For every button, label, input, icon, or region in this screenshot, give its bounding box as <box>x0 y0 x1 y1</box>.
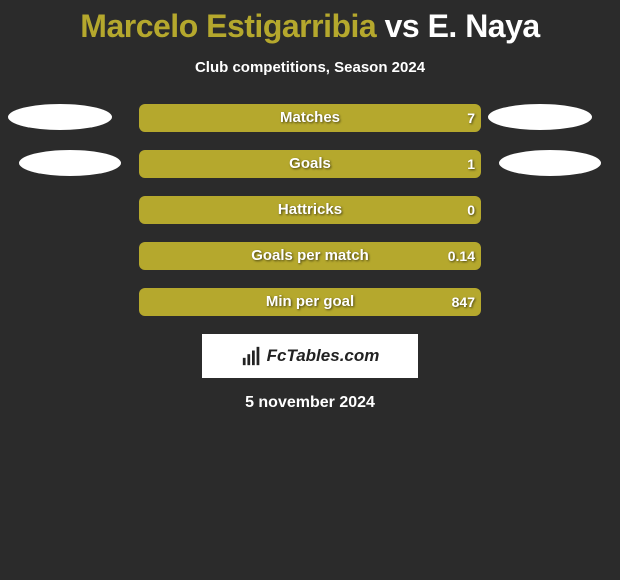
bar-fill <box>139 104 481 132</box>
stat-row: 1Goals <box>0 150 620 178</box>
date-label: 5 november 2024 <box>0 394 620 412</box>
bar-container: 847 <box>139 288 481 316</box>
page-title: Marcelo Estigarribia vs E. Naya <box>0 0 620 45</box>
bar-container: 1 <box>139 150 481 178</box>
stat-row: 0.14Goals per match <box>0 242 620 270</box>
bars-icon <box>241 345 263 367</box>
logo-text: FcTables.com <box>267 346 380 366</box>
bar-fill <box>139 196 481 224</box>
bar-fill <box>139 242 481 270</box>
vs-separator: vs <box>385 8 420 44</box>
subtitle: Club competitions, Season 2024 <box>0 59 620 76</box>
stat-row: 7Matches <box>0 104 620 132</box>
bar-container: 0.14 <box>139 242 481 270</box>
player1-name: Marcelo Estigarribia <box>80 8 376 44</box>
bar-container: 0 <box>139 196 481 224</box>
bar-fill <box>139 150 481 178</box>
comparison-chart: 7Matches 1Goals 0Hattricks 0.14Goals per ma… <box>0 104 620 316</box>
stat-row: 847Min per goal <box>0 288 620 316</box>
bar-container: 7 <box>139 104 481 132</box>
player2-name: E. Naya <box>428 8 540 44</box>
logo-box: FcTables.com <box>202 334 418 378</box>
bar-fill <box>139 288 481 316</box>
stat-row: 0Hattricks <box>0 196 620 224</box>
